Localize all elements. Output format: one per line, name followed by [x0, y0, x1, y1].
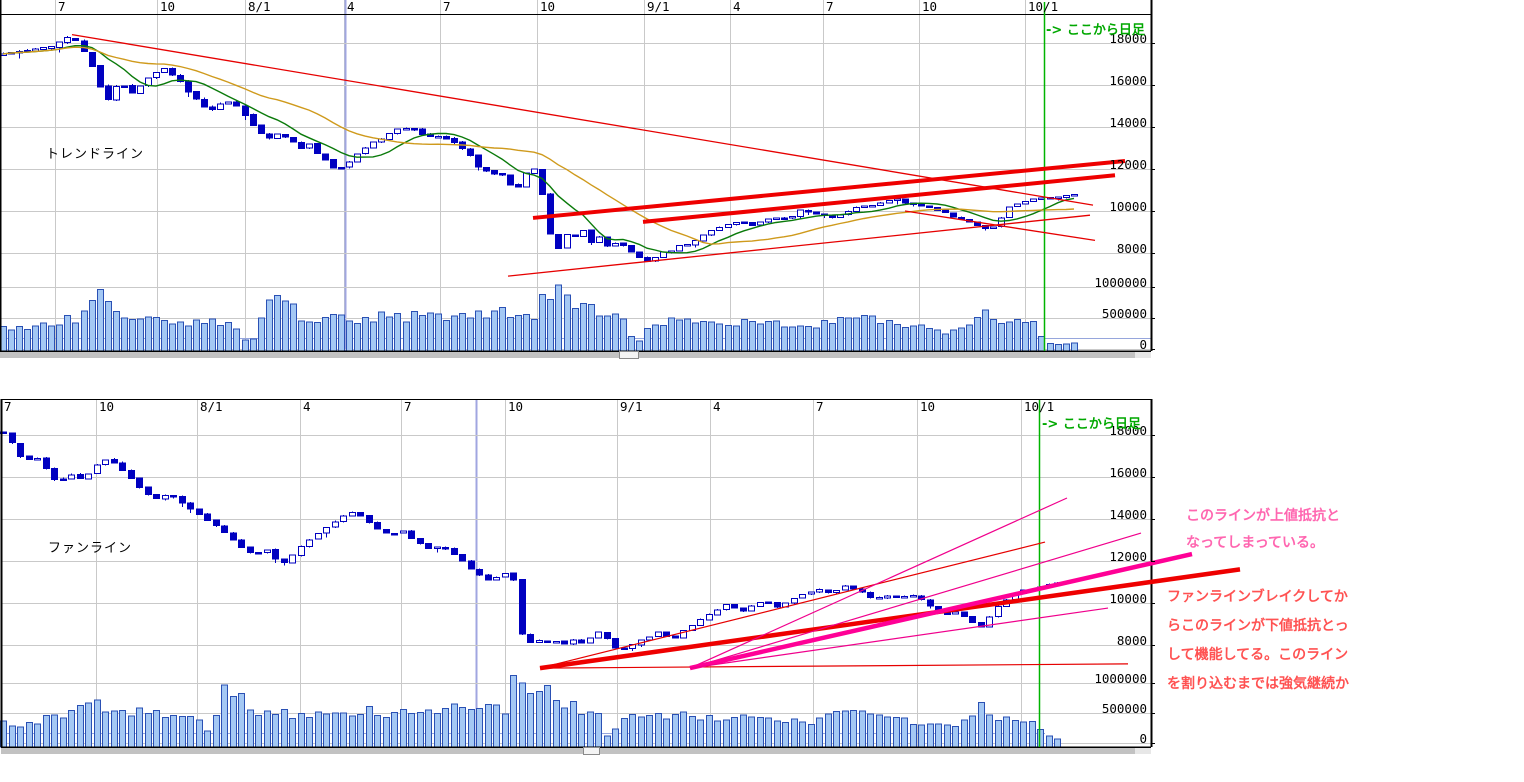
x-axis-tick-label: 10 — [160, 0, 175, 14]
y-axis-tick-label: 14000 — [1109, 115, 1147, 130]
x-axis-tick-label: 10 — [99, 399, 114, 414]
fan-red-thick-support-line — [539, 567, 1241, 671]
horizontal-scrollbar[interactable] — [0, 351, 1151, 359]
trend-lines — [539, 497, 1241, 671]
candlesticks — [0, 431, 1061, 652]
annotation-line: ファンラインブレイクしてか — [1167, 589, 1348, 605]
chart-border — [0, 399, 1153, 749]
y-axis-tick-label: 14000 — [1109, 507, 1147, 522]
chart-border — [0, 0, 1153, 353]
y-axis-tick-label: 0 — [1139, 731, 1147, 746]
x-axis-tick-label: 10 — [922, 0, 937, 14]
x-axis-tick-label: 4 — [713, 399, 721, 414]
fan-magenta-shallow-line — [689, 607, 1109, 669]
x-axis-tick-label: 10 — [508, 399, 523, 414]
x-axis-tick-label: 10 — [920, 399, 935, 414]
annotation-line: なってしまっている。 — [1186, 535, 1325, 551]
x-axis-tick-label: 7 — [4, 399, 12, 414]
trendline-chart: 7 10 8/1 4 7 10 9/1 4 7 10 10/1 18000 16000 14000 1200… — [0, 0, 1155, 359]
y-axis-tick-label: 1000000 — [1094, 671, 1147, 686]
y-axis-tick-label: 12000 — [1109, 549, 1147, 564]
y-axis-tick-label: 8000 — [1117, 241, 1147, 256]
thick-support-line-1 — [532, 159, 1126, 220]
scrollbar-thumb[interactable] — [619, 351, 639, 359]
x-axis-tick-label: 7 — [443, 0, 451, 14]
upper-resistance-annotation: このラインが上値抵抗と なってしまっている。 — [1186, 503, 1340, 557]
annotation-line: して機能してる。このライン — [1167, 647, 1349, 663]
volume-bars — [0, 675, 1061, 748]
volume-bars — [0, 284, 1078, 352]
x-axis-tick-label: 7 — [404, 399, 412, 414]
y-axis-tick-label: 8000 — [1117, 633, 1147, 648]
lower-support-annotation: ファンラインブレイクしてか らこのラインが下値抵抗とっ して機能してる。このライ… — [1167, 583, 1349, 699]
scrollbar-thumb[interactable] — [583, 747, 600, 755]
fanline-chart: 7 10 8/1 4 7 10 9/1 4 7 10 10/1 18000 16000 14000 1200… — [0, 399, 1241, 755]
x-axis-tick-label: 9/1 — [620, 399, 643, 414]
x-axis-tick-label: 7 — [826, 0, 834, 14]
axis-labels: 7 10 8/1 4 7 10 9/1 4 7 10 10/1 18000 16000 14000 1200… — [58, 0, 1155, 352]
x-axis-tick-label: 8/1 — [248, 0, 271, 14]
x-axis-tick-label: 10 — [540, 0, 555, 14]
y-axis-tick-label: 500000 — [1102, 306, 1147, 321]
x-axis-tick-label: 4 — [303, 399, 311, 414]
daily-note-top: -> ここから日足 — [1046, 23, 1145, 38]
thick-support-line-2 — [642, 173, 1116, 224]
trend-lines — [71, 33, 1126, 277]
axis-labels: 7 10 8/1 4 7 10 9/1 4 7 10 10/1 18000 16000 14000 1200… — [4, 399, 1155, 746]
long-resistance-line — [71, 33, 1094, 206]
y-axis-tick-label: 18000 — [1109, 423, 1147, 438]
x-axis-tick-label: 10/1 — [1024, 399, 1054, 414]
y-axis-tick-label: 10000 — [1109, 199, 1147, 214]
lower-channel-line — [507, 214, 1091, 277]
short-descending-line — [904, 210, 1096, 242]
y-axis-tick-label: 0 — [1139, 337, 1147, 352]
y-axis-tick-label: 16000 — [1109, 73, 1147, 88]
x-axis-tick-label: 10/1 — [1028, 0, 1058, 14]
annotation-line: このラインが上値抵抗と — [1186, 508, 1340, 524]
y-axis-tick-label: 16000 — [1109, 465, 1147, 480]
moving-average-line — [2, 46, 1075, 245]
fanline-chart-label: ファンライン — [48, 541, 133, 556]
trendline-chart-label: トレンドライン — [46, 147, 145, 162]
x-axis-tick-label: 8/1 — [200, 399, 223, 414]
horizontal-scrollbar[interactable] — [1, 747, 1151, 755]
fan-magenta-mid-line — [689, 532, 1142, 669]
y-axis-tick-label: 18000 — [1109, 31, 1147, 46]
y-axis-tick-label: 12000 — [1109, 157, 1147, 172]
fan-magenta-steep-line — [689, 497, 1068, 669]
y-axis-tick-label: 500000 — [1102, 701, 1147, 716]
annotation-line: らこのラインが下値抵抗とっ — [1167, 618, 1349, 634]
gridlines — [0, 0, 1151, 351]
x-axis-tick-label: 4 — [733, 0, 741, 14]
gridlines — [1, 399, 1151, 747]
x-axis-tick-label: 7 — [816, 399, 824, 414]
moving-average-line — [2, 45, 1075, 254]
candlesticks — [0, 35, 1078, 262]
y-axis-tick-label: 10000 — [1109, 591, 1147, 606]
y-axis-tick-label: 1000000 — [1094, 275, 1147, 290]
fan-origin-horizontal-line — [539, 663, 1129, 669]
daily-note-bottom: -> ここから日足 — [1042, 417, 1141, 432]
fan-red-steep-line — [539, 541, 1046, 669]
fan-magenta-thick-line — [689, 551, 1193, 671]
x-axis-tick-label: 9/1 — [647, 0, 670, 14]
x-axis-tick-label: 4 — [347, 0, 355, 14]
x-axis-tick-label: 7 — [58, 0, 66, 14]
annotation-line: を割り込むまでは強気継続か — [1167, 676, 1349, 692]
